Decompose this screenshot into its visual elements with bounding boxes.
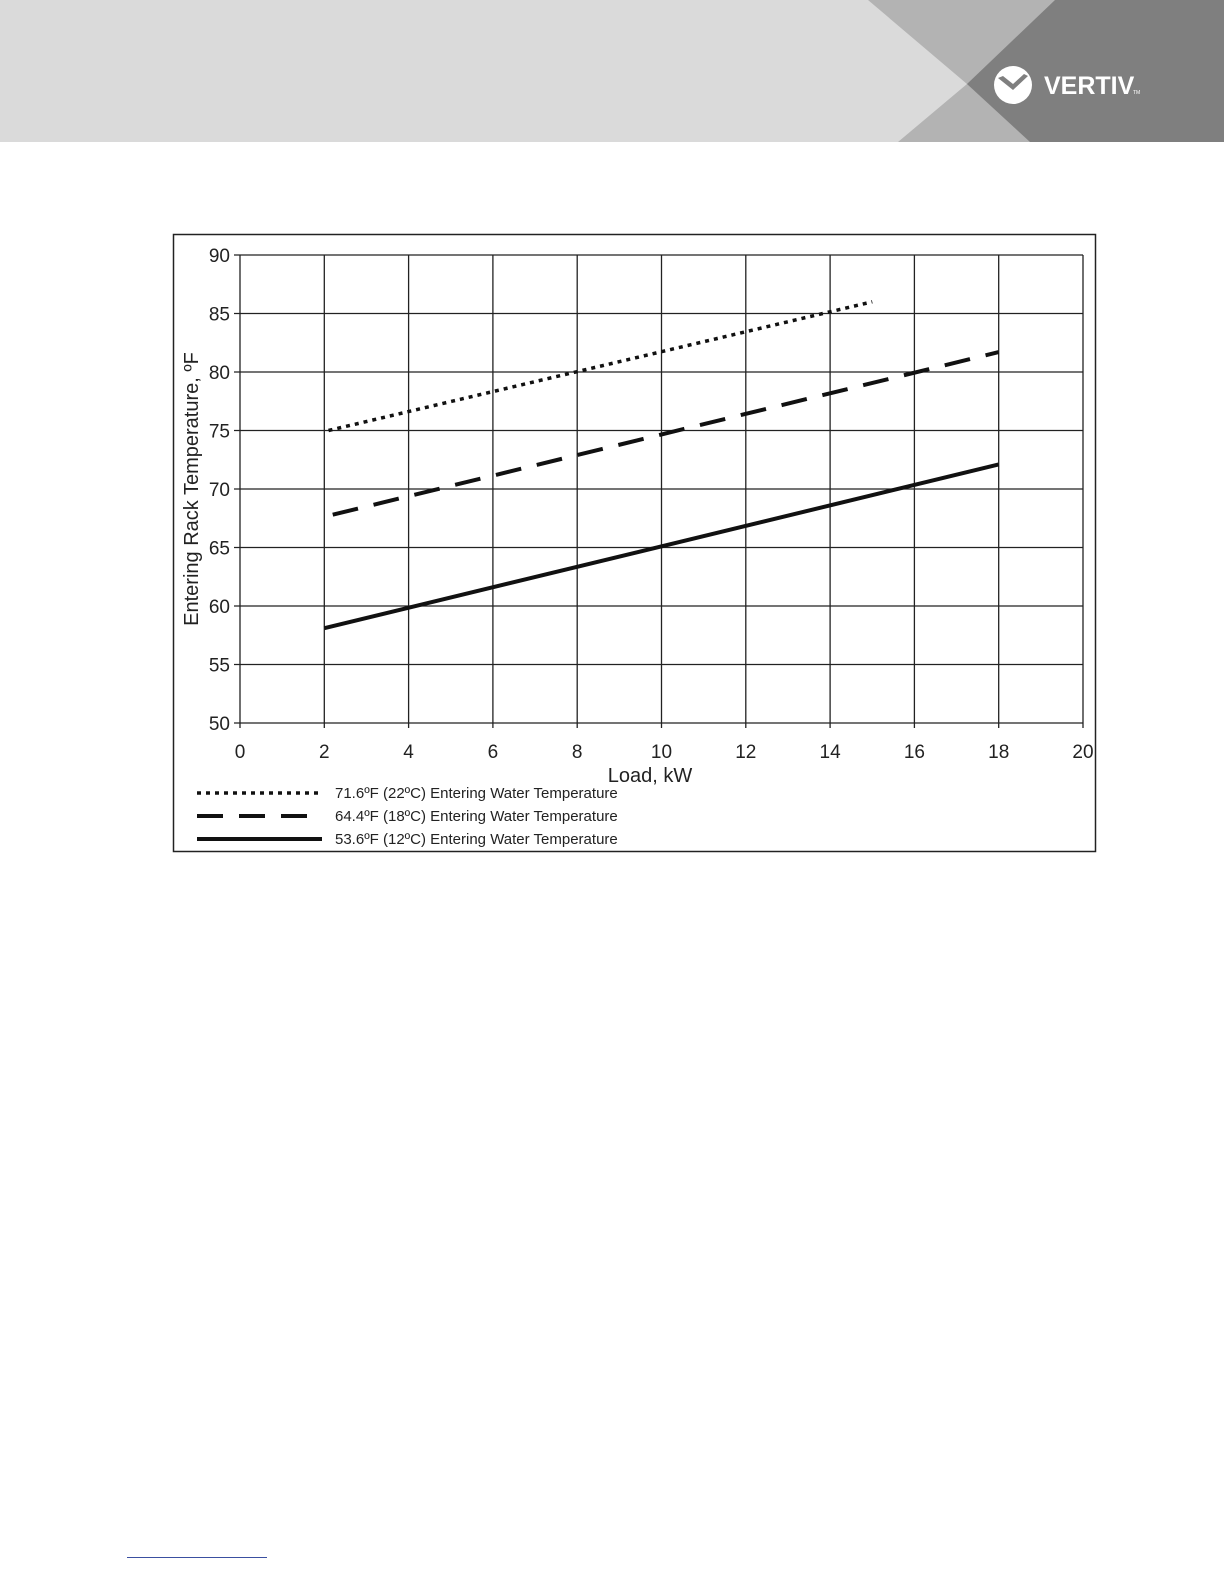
x-tick-label: 0: [235, 742, 246, 763]
x-tick-label: 4: [403, 742, 414, 763]
footnote-rule: [127, 1557, 267, 1558]
x-tick-label: 16: [904, 742, 925, 763]
x-tick-label: 2: [319, 742, 330, 763]
y-tick-label: 75: [209, 422, 230, 443]
x-axis-label: Load, kW: [608, 765, 693, 787]
y-tick-label: 90: [209, 246, 230, 267]
vertiv-logo: VERTIV TM: [994, 66, 1140, 104]
x-tick-label: 18: [988, 742, 1009, 763]
x-tick-label: 10: [651, 742, 672, 763]
svg-text:TM: TM: [1133, 90, 1140, 96]
y-tick-label: 65: [209, 539, 230, 560]
y-tick-label: 50: [209, 714, 230, 735]
y-tick-label: 60: [209, 597, 230, 618]
legend-label: 64.4ºF (18ºC) Entering Water Temperature: [335, 808, 618, 825]
x-tick-label: 8: [572, 742, 583, 763]
y-tick-label: 85: [209, 305, 230, 326]
x-tick-label: 14: [820, 742, 842, 763]
series-line-dotted: [328, 300, 873, 433]
header-shape-dark: [967, 0, 1224, 142]
vertiv-wordmark: VERTIV: [1044, 72, 1135, 100]
y-tick-label: 70: [209, 480, 230, 501]
legend-label: 53.6ºF (12ºC) Entering Water Temperature: [335, 831, 618, 848]
y-axis-label: Entering Rack Temperature, ºF: [181, 352, 203, 626]
series-line-solid: [323, 462, 1000, 631]
chart-frame: [172, 233, 1097, 853]
legend-label: 71.6ºF (22ºC) Entering Water Temperature: [335, 785, 618, 802]
series-line-dashed: [332, 350, 1000, 517]
x-tick-label: 20: [1072, 742, 1093, 763]
y-tick-label: 80: [209, 363, 230, 384]
x-tick-label: 6: [488, 742, 499, 763]
x-tick-label: 12: [735, 742, 756, 763]
y-tick-label: 55: [209, 656, 230, 677]
header-banner: VERTIV TM: [0, 0, 1224, 142]
